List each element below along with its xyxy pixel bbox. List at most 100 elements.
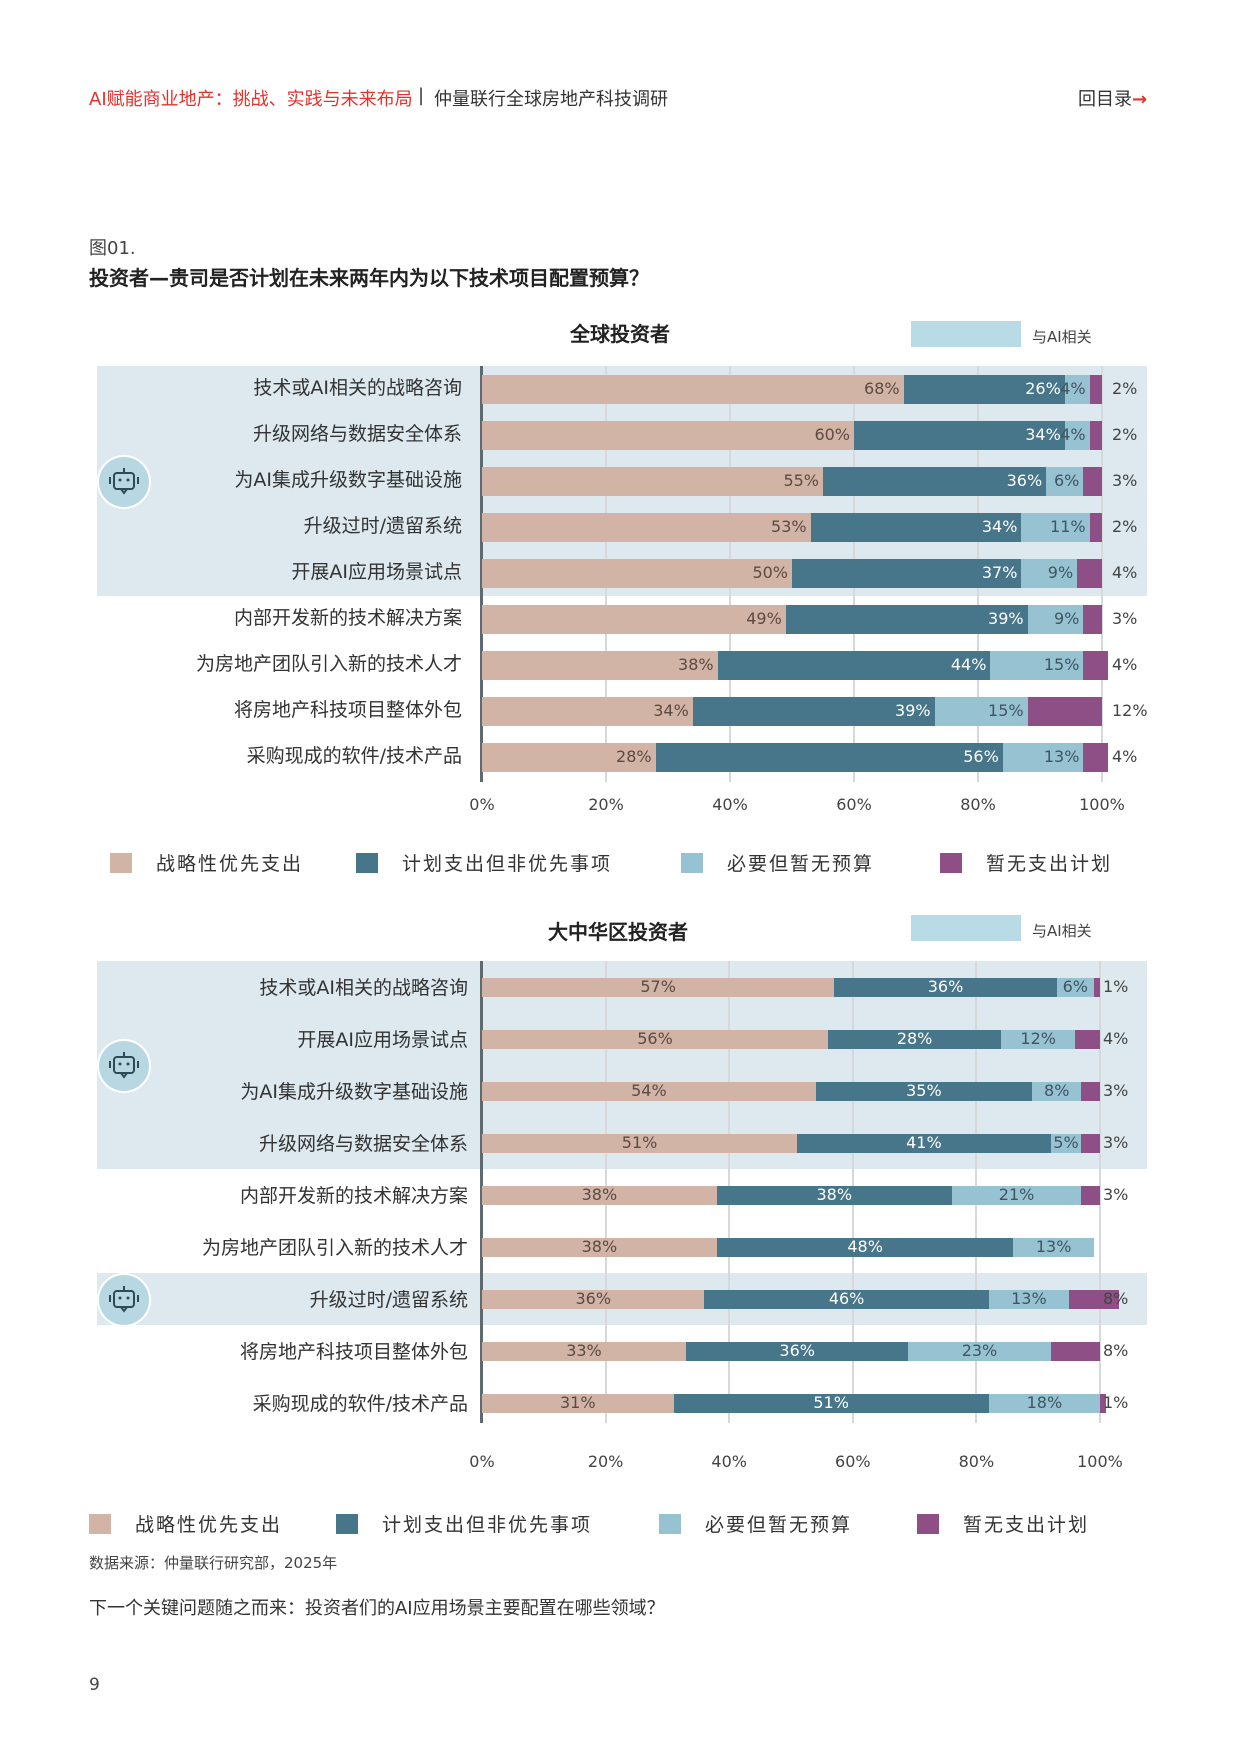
bar-segment: 26%: [903, 374, 1065, 404]
x-tick-label: 40%: [712, 795, 748, 814]
x-tick-label: 0%: [469, 795, 495, 814]
bar-segment: 8%: [1032, 1081, 1082, 1101]
bar-segment: 38%: [716, 1185, 952, 1205]
legend-label: 暂无支出计划: [963, 1514, 1090, 1536]
category-label: 为房地产团队引入新的技术人才: [201, 1237, 468, 1259]
bar-segment: [1100, 1393, 1107, 1413]
bar-segment: 50%: [482, 558, 792, 588]
legend-swatch: [89, 1513, 111, 1534]
header-separator: |: [418, 85, 425, 106]
bar-segment: 31%: [482, 1393, 674, 1413]
legend-swatch: [681, 852, 703, 873]
legend-label: 战略性优先支出: [135, 1514, 283, 1536]
data-label: 12%: [1112, 701, 1148, 720]
data-label: 8%: [1103, 1341, 1129, 1360]
data-label: 1%: [1103, 977, 1129, 996]
category-label: 为AI集成升级数字基础设施: [234, 469, 462, 491]
bar-segment: 6%: [1056, 977, 1094, 997]
bar-segment: 21%: [951, 1185, 1082, 1205]
category-label: 采购现成的软件/技术产品: [252, 1393, 468, 1415]
bar-segment: 33%: [482, 1341, 686, 1361]
gridline: [1101, 366, 1103, 782]
category-label: 升级网络与数据安全体系: [252, 423, 462, 445]
bar-segment: 38%: [482, 1237, 717, 1257]
bar-segment: 15%: [934, 696, 1028, 726]
arrow-right-icon: →: [1132, 89, 1148, 110]
bar-segment: 36%: [834, 977, 1057, 997]
x-tick-label: 20%: [588, 795, 624, 814]
ai-related-legend-label: 与AI相关: [1032, 922, 1092, 940]
data-source: 数据来源：仲量联行研究部，2025年: [89, 1554, 338, 1572]
legend-label: 计划支出但非优先事项: [402, 853, 613, 875]
bar-segment: 23%: [908, 1341, 1051, 1361]
data-label: 3%: [1112, 609, 1138, 628]
chart-title: 大中华区投资者: [548, 920, 688, 944]
bar-segment: 53%: [482, 512, 811, 542]
data-label: 2%: [1112, 517, 1138, 536]
gridline: [1099, 961, 1101, 1423]
bar-segment: [1093, 977, 1100, 997]
legend-swatch: [110, 852, 132, 873]
data-label: 1%: [1103, 1393, 1129, 1412]
bar-segment: [1089, 374, 1102, 404]
bar-segment: 39%: [692, 696, 935, 726]
legend-swatch: [917, 1513, 939, 1534]
bar-segment: 28%: [828, 1029, 1002, 1049]
legend-item: 必要但暂无预算: [659, 1510, 852, 1537]
bar-segment: 51%: [482, 1133, 798, 1153]
ai-related-legend-label: 与AI相关: [1032, 328, 1092, 346]
data-label: 4%: [1103, 1029, 1129, 1048]
bar-segment: [1083, 604, 1102, 634]
bar-segment: [1081, 1081, 1100, 1101]
bar-segment: 57%: [482, 977, 835, 997]
bar-segment: 9%: [1021, 558, 1078, 588]
bar-segment: [1069, 1289, 1119, 1309]
bar-segment: [1083, 466, 1102, 496]
legend-label: 战略性优先支出: [156, 853, 304, 875]
category-label: 升级过时/遗留系统: [309, 1289, 468, 1311]
report-title: AI赋能商业地产：挑战、实践与未来布局: [89, 89, 413, 110]
bar-segment: [1081, 1185, 1100, 1205]
toc-link[interactable]: 回目录→: [1078, 85, 1147, 111]
bar-segment: 34%: [482, 696, 693, 726]
category-label: 技术或AI相关的战略咨询: [259, 977, 468, 999]
bar-segment: [1089, 420, 1102, 450]
figure-question: 投资者—贵司是否计划在未来两年内为以下技术项目配置预算？: [89, 266, 649, 290]
legend-swatch: [336, 1513, 358, 1534]
bar-segment: 34%: [854, 420, 1065, 450]
ai-related-legend-swatch: [911, 915, 1021, 941]
legend-item: 战略性优先支出: [110, 849, 303, 876]
category-label: 内部开发新的技术解决方案: [233, 607, 462, 629]
bar-segment: 34%: [810, 512, 1022, 542]
legend-item: 计划支出但非优先事项: [336, 1510, 592, 1537]
bar-segment: 28%: [482, 742, 656, 772]
bar-segment: 37%: [792, 558, 1022, 588]
data-label: 2%: [1112, 379, 1138, 398]
bar-segment: [1027, 696, 1102, 726]
bar-segment: [1050, 1341, 1100, 1361]
figure-label: 图01.: [89, 238, 136, 259]
x-tick-label: 100%: [1079, 795, 1125, 814]
x-tick-label: 20%: [587, 1452, 624, 1471]
bar-segment: 68%: [482, 374, 904, 404]
data-label: 3%: [1103, 1133, 1129, 1152]
legend-item: 暂无支出计划: [940, 849, 1112, 876]
legend-label: 必要但暂无预算: [727, 853, 875, 875]
legend-swatch: [940, 852, 962, 873]
category-label: 升级过时/遗留系统: [303, 515, 462, 537]
legend-item: 战略性优先支出: [89, 1510, 282, 1537]
series-title: 仲量联行全球房地产科技调研: [434, 89, 668, 110]
legend-label: 必要但暂无预算: [705, 1514, 853, 1536]
legend-item: 必要但暂无预算: [681, 849, 874, 876]
robot-icon: [97, 1273, 151, 1327]
x-tick-label: 80%: [958, 1452, 995, 1471]
x-tick-label: 0%: [469, 1452, 495, 1471]
bar-segment: 12%: [1001, 1029, 1076, 1049]
robot-icon: [97, 1039, 151, 1093]
bar-segment: 41%: [797, 1133, 1051, 1153]
data-label: 3%: [1103, 1185, 1129, 1204]
bar-segment: 36%: [685, 1341, 909, 1361]
y-axis-line: [480, 366, 483, 782]
bar-segment: 13%: [988, 1289, 1070, 1309]
